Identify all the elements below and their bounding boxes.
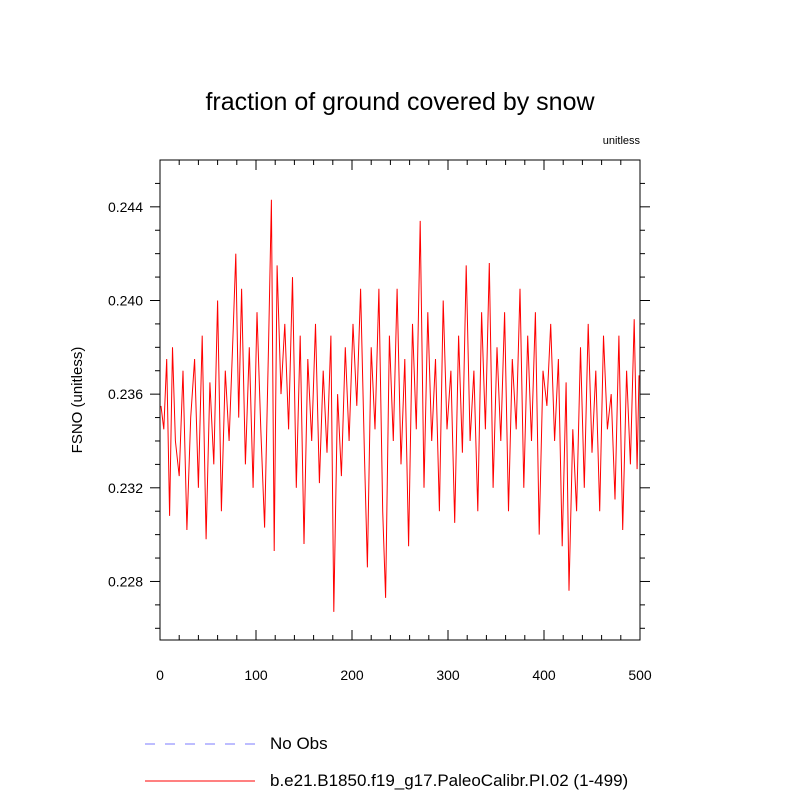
y-tick-label: 0.236 bbox=[108, 386, 143, 402]
legend-label-no-obs: No Obs bbox=[270, 734, 328, 753]
plot-area bbox=[159, 159, 641, 641]
legend bbox=[145, 743, 255, 782]
y-tick-label: 0.240 bbox=[108, 292, 143, 308]
x-tick-label: 400 bbox=[532, 667, 556, 683]
chart-title: fraction of ground covered by snow bbox=[205, 88, 595, 116]
y-axis-label: FSNO (unitless) bbox=[69, 347, 86, 454]
x-tick-label: 200 bbox=[340, 667, 364, 683]
y-tick-label: 0.228 bbox=[108, 573, 143, 589]
y-tick-label: 0.244 bbox=[108, 199, 143, 215]
plot-frame bbox=[159, 159, 641, 641]
x-tick-label: 0 bbox=[156, 667, 164, 683]
y-axis-label-group: FSNO (unitless) bbox=[69, 347, 86, 454]
x-tick-label: 100 bbox=[244, 667, 268, 683]
legend-label-model-run: b.e21.B1850.f19_g17.PaleoCalibr.PI.02 (1… bbox=[270, 771, 629, 790]
units-label: unitless bbox=[602, 135, 640, 147]
x-tick-label: 300 bbox=[436, 667, 460, 683]
axis-ticks: 0 100 200 300 400 500 0.228 0.232 0.236 0.240 0.24… bbox=[108, 160, 652, 683]
x-tick-label: 500 bbox=[628, 667, 652, 683]
series-line bbox=[160, 199, 640, 612]
y-tick-label: 0.232 bbox=[108, 480, 143, 496]
